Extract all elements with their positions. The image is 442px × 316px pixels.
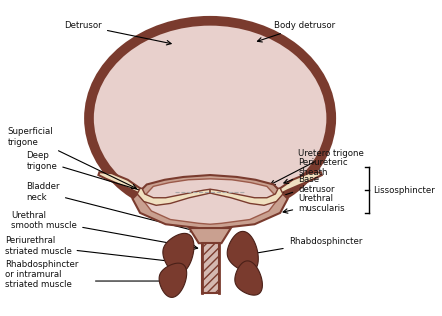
Polygon shape [142, 179, 278, 224]
Text: Detrusor: Detrusor [65, 21, 171, 45]
Polygon shape [133, 175, 288, 229]
Polygon shape [235, 261, 263, 295]
Polygon shape [189, 228, 231, 243]
Polygon shape [210, 188, 283, 205]
Text: Uretero trigone: Uretero trigone [271, 149, 364, 185]
Polygon shape [280, 172, 322, 194]
Polygon shape [159, 263, 187, 297]
Ellipse shape [89, 21, 331, 216]
Polygon shape [202, 243, 219, 293]
Text: Rhabdosphincter
or intramural
striated muscle: Rhabdosphincter or intramural striated m… [5, 259, 78, 289]
Text: Bladder
neck: Bladder neck [27, 182, 195, 232]
Text: Body detrusor: Body detrusor [257, 21, 335, 42]
Polygon shape [137, 188, 210, 205]
Text: Deep
trigone: Deep trigone [27, 151, 155, 196]
Polygon shape [99, 172, 140, 194]
Text: Superficial
trigone: Superficial trigone [8, 127, 137, 189]
Text: Periureteric
sheath: Periureteric sheath [284, 158, 348, 183]
Text: Lissosphincter: Lissosphincter [373, 186, 434, 195]
Text: Base
detrusor: Base detrusor [280, 175, 335, 197]
Text: Urethral
muscularis: Urethral muscularis [283, 194, 345, 213]
Polygon shape [163, 233, 194, 274]
Text: Urethral
smooth muscle: Urethral smooth muscle [11, 211, 198, 250]
Polygon shape [227, 231, 258, 272]
Ellipse shape [98, 29, 323, 207]
Text: Periurethral
striated muscle: Periurethral striated muscle [5, 236, 174, 263]
Text: Rhabdosphincter: Rhabdosphincter [246, 237, 362, 256]
